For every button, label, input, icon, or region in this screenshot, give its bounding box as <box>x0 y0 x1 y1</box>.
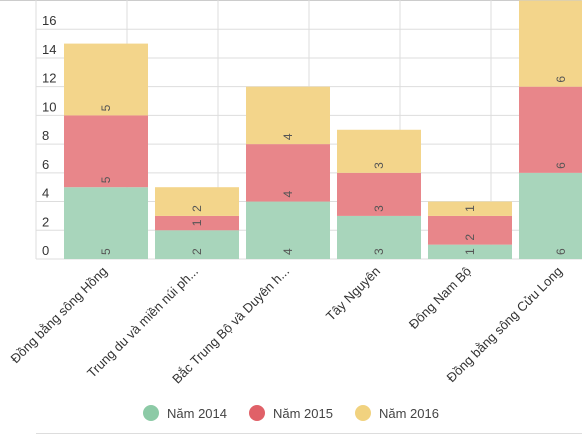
bottom-divider <box>36 433 582 434</box>
bar-segment-5-2 <box>519 0 582 87</box>
bar-segment-0-0 <box>64 187 148 259</box>
legend-dot-2016 <box>354 405 371 421</box>
y-tick-label-12: 12 <box>42 71 56 86</box>
bar-value-label-2-1: 4 <box>281 191 295 198</box>
bar-value-label-3-1: 3 <box>372 205 386 212</box>
legend-dot-2015 <box>249 405 265 421</box>
bar-value-label-4-2: 1 <box>463 205 477 212</box>
bar-value-label-1-0: 2 <box>190 248 204 255</box>
bar-segment-4-1 <box>428 215 512 245</box>
legend-item-2015[interactable]: Năm 2015 <box>249 405 333 421</box>
bar-segment-3-1 <box>337 172 421 216</box>
y-tick-label-8: 8 <box>42 128 49 143</box>
legend-item-2014[interactable]: Năm 2014 <box>143 405 227 421</box>
y-tick-label-10: 10 <box>42 99 56 114</box>
bar-value-label-4-1: 2 <box>463 234 477 241</box>
bar-segment-5-1 <box>519 86 582 173</box>
legend-label-2015: Năm 2015 <box>273 405 333 421</box>
bar-segment-2-0 <box>246 201 330 259</box>
y-tick-label-14: 14 <box>42 42 56 57</box>
bar-segment-4-0 <box>428 244 512 259</box>
bar-value-label-3-2: 3 <box>372 162 386 169</box>
bar-segment-1-2 <box>155 187 239 216</box>
bar-segment-0-2 <box>64 43 148 116</box>
bar-segment-1-0 <box>155 230 239 259</box>
legend-dot-2014 <box>143 405 160 421</box>
legend-item-2016[interactable]: Năm 2016 <box>354 405 439 421</box>
bar-segment-3-2 <box>337 129 421 173</box>
x-tick-label-3: Tây Nguyên <box>323 264 383 324</box>
bar-segment-0-1 <box>64 115 148 188</box>
bar-value-label-4-0: 1 <box>463 248 477 255</box>
bar-segment-4-2 <box>428 201 512 216</box>
x-tick-label-0: Đồng bằng sông Hồng <box>8 264 111 367</box>
bar-value-label-5-2: 6 <box>554 76 568 83</box>
legend-label-2014: Năm 2014 <box>167 405 227 421</box>
bar-value-label-0-2: 5 <box>99 104 113 111</box>
y-tick-label-4: 4 <box>42 186 49 201</box>
bar-segment-5-0 <box>519 172 582 259</box>
bar-value-label-5-0: 6 <box>554 248 568 255</box>
bar-value-label-1-1: 1 <box>190 219 204 226</box>
bar-value-label-5-1: 6 <box>554 162 568 169</box>
bar-segment-3-0 <box>337 215 421 259</box>
bar-segment-1-1 <box>155 215 239 231</box>
bar-segment-2-1 <box>246 144 330 202</box>
y-tick-label-2: 2 <box>42 214 49 229</box>
bar-value-label-0-0: 5 <box>99 248 113 255</box>
bar-value-label-0-1: 5 <box>99 176 113 183</box>
x-tick-label-4: Đông Nam Bộ <box>406 264 474 332</box>
y-tick-label-16: 16 <box>42 13 56 28</box>
y-tick-label-6: 6 <box>42 157 49 172</box>
legend-label-2016: Năm 2016 <box>378 405 439 421</box>
bar-value-label-1-2: 2 <box>190 205 204 212</box>
y-tick-label-0: 0 <box>42 243 49 258</box>
bar-value-label-3-0: 3 <box>372 248 386 255</box>
bar-value-label-2-2: 4 <box>281 133 295 140</box>
chart-legend: Năm 2014 Năm 2015 Năm 2016 <box>0 405 582 421</box>
bar-segment-2-2 <box>246 86 330 145</box>
bar-value-label-2-0: 4 <box>281 248 295 255</box>
